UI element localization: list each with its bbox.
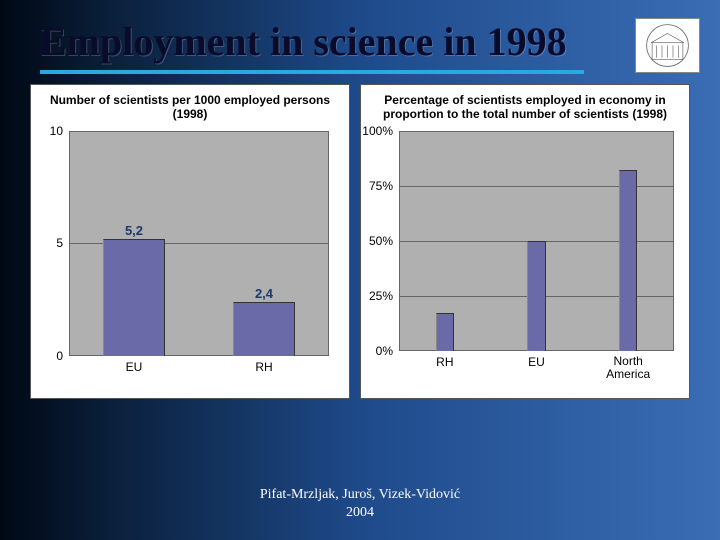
charts-row: Number of scientists per 1000 employed p… — [0, 74, 720, 399]
ytick-label: 25% — [369, 289, 399, 303]
ytick-label: 100% — [362, 124, 399, 138]
bar: 2,4 — [233, 302, 295, 356]
bar — [619, 170, 637, 350]
ytick-label: 10 — [50, 124, 69, 138]
footer-year: 2004 — [0, 504, 720, 522]
ytick-label: 5 — [56, 236, 69, 250]
chart-left-title: Number of scientists per 1000 employed p… — [31, 85, 349, 126]
title-area: Employment in science in 1998 — [0, 0, 720, 74]
ytick-label: 50% — [369, 234, 399, 248]
xtick-label: RH — [255, 356, 272, 374]
bar — [436, 313, 454, 350]
footer: Pifat-Mrzljak, Juroš, Vizek-Vidović 2004 — [0, 486, 720, 522]
ytick-label: 0% — [376, 344, 399, 358]
slide: Employment in science in 1998 Number of … — [0, 0, 720, 540]
institution-logo-icon — [635, 18, 700, 73]
xtick-label: EU — [528, 351, 545, 369]
chart-left-plot: 05105,2EU2,4RH — [69, 131, 329, 356]
xtick-label: EU — [126, 356, 143, 374]
chart-right-plot: 0%25%50%75%100%RHEUNorth America — [399, 131, 674, 351]
chart-right-panel: Percentage of scientists employed in eco… — [360, 84, 690, 399]
title-underline — [40, 70, 584, 74]
bar-value-label: 5,2 — [125, 223, 143, 240]
ytick-label: 0 — [56, 349, 69, 363]
chart-right-title: Percentage of scientists employed in eco… — [361, 85, 689, 126]
bar — [527, 241, 545, 351]
xtick-label: North America — [598, 351, 658, 381]
bar-value-label: 2,4 — [255, 286, 273, 303]
bar: 5,2 — [103, 239, 165, 356]
ytick-label: 75% — [369, 179, 399, 193]
chart-left-panel: Number of scientists per 1000 employed p… — [30, 84, 350, 399]
page-title: Employment in science in 1998 — [40, 20, 680, 64]
xtick-label: RH — [436, 351, 453, 369]
footer-authors: Pifat-Mrzljak, Juroš, Vizek-Vidović — [0, 486, 720, 504]
